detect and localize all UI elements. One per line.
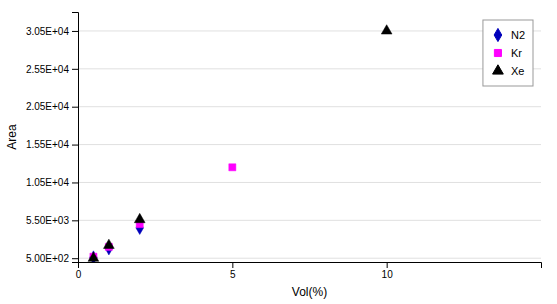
x-tick-label: 5 (230, 269, 236, 280)
point (229, 164, 236, 171)
x-tick: 0 (76, 262, 82, 280)
x-axis: 0 5 10 (76, 262, 542, 280)
chart: 0 5 10 5.00E+02 5.50E+03 1.05E+04 1.55E+04 2.05… (0, 0, 557, 304)
y-tick: 5.50E+03 (26, 215, 78, 226)
y-tick: 1.05E+04 (26, 177, 78, 188)
y-tick-label: 5.50E+03 (26, 215, 70, 226)
grid (78, 31, 541, 258)
y-tick-mark (72, 31, 78, 32)
legend-marker (493, 65, 504, 74)
legend-box (483, 20, 533, 86)
x-tick-label: 10 (382, 269, 394, 280)
x-tick: 5 (230, 262, 236, 280)
x-tick-label: 0 (76, 269, 82, 280)
y-tick-mark (72, 107, 78, 108)
x-tick: 10 (382, 262, 394, 280)
legend-label: Kr (511, 47, 522, 59)
grid-line (78, 144, 541, 145)
y-tick-label: 1.55E+04 (26, 139, 70, 150)
grid-line (78, 220, 541, 221)
series (90, 221, 144, 262)
grid-line (78, 30, 541, 31)
point (136, 221, 144, 234)
plot-area: 0 5 10 5.00E+02 5.50E+03 1.05E+04 1.55E+04 2.05… (26, 13, 542, 281)
y-tick: 2.05E+04 (26, 101, 78, 112)
point (103, 239, 114, 248)
grid-line (78, 182, 541, 183)
y-tick-label: 5.00E+02 (26, 253, 70, 264)
y-tick-mark (72, 182, 78, 183)
y-tick-label: 2.55E+04 (26, 64, 70, 75)
point (88, 252, 99, 261)
point (134, 213, 145, 222)
grid-line (78, 106, 541, 107)
y-tick-label: 2.05E+04 (26, 101, 70, 112)
y-tick-mark (72, 145, 78, 146)
series (90, 164, 236, 260)
x-axis-title: Vol(%) (292, 285, 327, 299)
grid-line (78, 258, 541, 259)
y-axis-title: Area (5, 124, 19, 150)
y-tick: 5.00E+02 (26, 253, 78, 264)
y-tick-mark (72, 220, 78, 221)
y-tick-mark (72, 258, 78, 259)
y-tick-label: 3.05E+04 (26, 26, 70, 37)
legend-label: N2 (511, 29, 525, 41)
y-tick-mark (72, 69, 78, 70)
x-tick-mark (232, 262, 233, 268)
legend-marker (494, 28, 502, 41)
y-axis: 5.00E+02 5.50E+03 1.05E+04 1.55E+04 2.05E+04… (26, 13, 79, 264)
legend: N2 Kr Xe (483, 20, 533, 86)
x-axis-line (79, 263, 542, 269)
grid-line (78, 68, 541, 69)
legend-marker (494, 49, 501, 56)
point (381, 25, 392, 34)
x-tick-mark (387, 262, 388, 268)
series (88, 25, 392, 262)
y-tick: 1.55E+04 (26, 139, 78, 150)
legend-label: Xe (511, 65, 524, 77)
y-tick-label: 1.05E+04 (26, 177, 70, 188)
y-tick: 3.05E+04 (26, 26, 78, 37)
points (88, 25, 392, 262)
y-tick: 2.55E+04 (26, 64, 78, 75)
y-axis-line (72, 13, 79, 263)
